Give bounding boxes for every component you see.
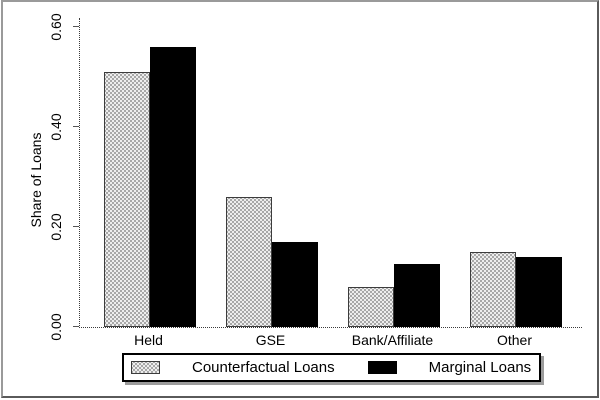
legend-item-counterfactual: Counterfactual Loans (131, 359, 335, 376)
x-tick-label-held: Held (134, 332, 163, 348)
x-tick-label-bank-affiliate: Bank/Affiliate (351, 332, 434, 348)
y-tick-mark-0.20 (73, 226, 79, 227)
counterfactual-swatch (131, 361, 160, 374)
bar-bank-affiliate-marginal-loans (393, 264, 440, 327)
y-tick-mark-0.40 (73, 126, 79, 127)
y-axis-title: Share of Loans (28, 132, 44, 228)
legend-item-marginal: Marginal Loans (367, 359, 532, 376)
legend: Counterfactual Loans Marginal Loans (122, 353, 541, 382)
bar-other-marginal-loans (515, 257, 562, 327)
plot-area: 0.00 0.20 0.40 0.60 (48, 13, 582, 341)
bar-other-counterfactual-loans (469, 252, 516, 327)
y-tick-mark-0.60 (73, 26, 79, 27)
bar-bank-affiliate-counterfactual-loans (347, 287, 394, 327)
y-tick-label-0.00: 0.00 (48, 313, 64, 341)
y-tick-label-0.40: 0.40 (48, 113, 64, 141)
x-tick-label-other: Other (496, 332, 532, 348)
legend-label-marginal: Marginal Loans (428, 359, 532, 376)
bar-gse-marginal-loans (271, 242, 318, 327)
legend-label-counterfactual: Counterfactual Loans (192, 359, 335, 376)
y-tick-mark-0.00 (73, 326, 79, 327)
y-tick-label-0.60: 0.60 (48, 13, 64, 41)
bar-held-marginal-loans (149, 47, 196, 327)
y-tick-label-0.20: 0.20 (48, 213, 64, 241)
marginal-swatch (367, 361, 397, 374)
x-tick-label-gse: GSE (255, 332, 286, 348)
bar-held-counterfactual-loans (103, 72, 150, 327)
bar-gse-counterfactual-loans (225, 197, 272, 327)
